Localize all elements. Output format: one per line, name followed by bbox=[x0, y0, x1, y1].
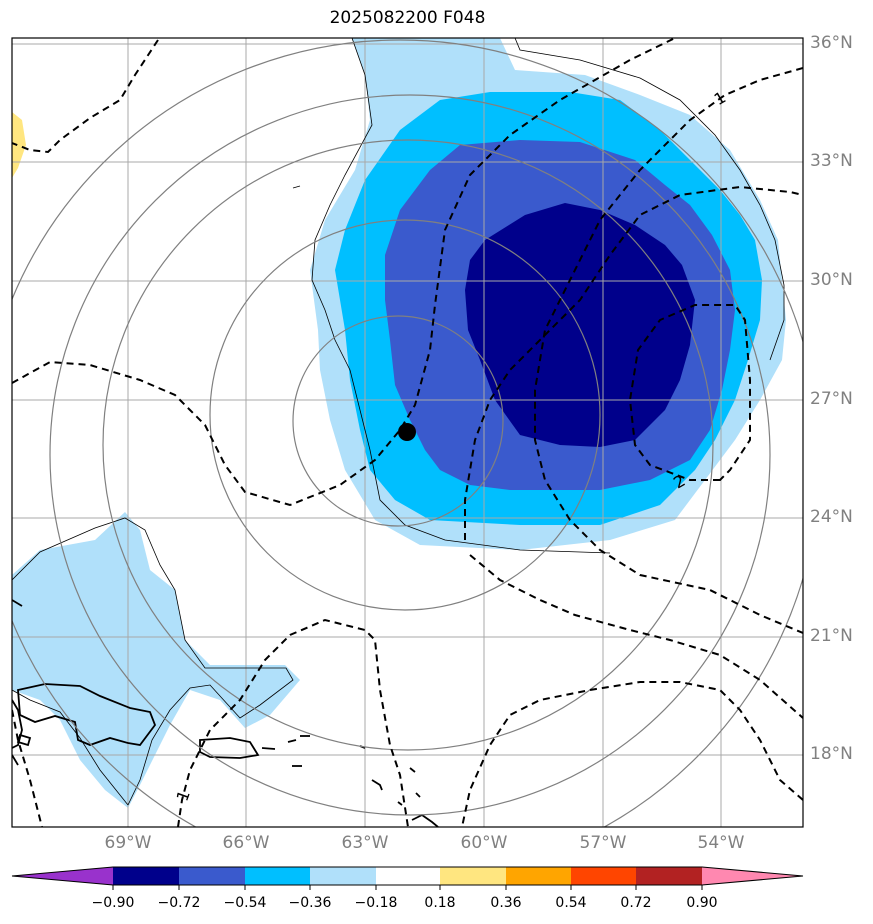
plot-frame bbox=[11, 37, 804, 828]
lon-label-60w: 60°W bbox=[460, 833, 508, 853]
colorbar-segment bbox=[571, 867, 636, 885]
colorbar-tick-label: −0.72 bbox=[157, 895, 201, 911]
lat-label-18n: 18°N bbox=[810, 744, 853, 764]
lat-label-30n: 30°N bbox=[810, 270, 853, 290]
colorbar-extend-low bbox=[12, 867, 113, 885]
yellow-anomaly-region bbox=[12, 112, 26, 178]
lat-label-33n: 33°N bbox=[810, 151, 853, 171]
lat-label-36n: 36°N bbox=[810, 33, 853, 53]
colorbar-segment bbox=[113, 867, 179, 885]
colorbar-segment bbox=[636, 867, 702, 885]
lon-label-63w: 63°W bbox=[341, 833, 389, 853]
dashed-contours bbox=[12, 38, 803, 827]
colorbar-segment bbox=[179, 867, 245, 885]
colorbar-tick-label: −0.36 bbox=[288, 895, 332, 911]
colorbar-segment bbox=[440, 867, 506, 885]
colorbar-segment bbox=[245, 867, 310, 885]
lat-label-24n: 24°N bbox=[810, 507, 853, 527]
colorbar-tick-label: −0.54 bbox=[223, 895, 267, 911]
lon-label-66w: 66°W bbox=[222, 833, 270, 853]
contour-label-lower: 1 bbox=[173, 788, 194, 804]
colorbar-tick-label: −0.18 bbox=[354, 895, 398, 911]
light-blue-anomaly-region-south bbox=[12, 512, 300, 808]
gridlines bbox=[12, 38, 803, 827]
colorbar-segment bbox=[506, 867, 571, 885]
colorbar-tick-label: 0.18 bbox=[424, 895, 456, 911]
storm-center-marker bbox=[398, 423, 416, 441]
colorbar-tick-label: 0.54 bbox=[555, 895, 587, 911]
colorbar-tick-label: 0.72 bbox=[620, 895, 652, 911]
map-title: 2025082200 F048 bbox=[329, 8, 486, 28]
pressure-rings bbox=[12, 39, 803, 827]
lon-label-69w: 69°W bbox=[104, 833, 152, 853]
lat-label-21n: 21°N bbox=[810, 626, 853, 646]
colorbar-tick-label: 0.36 bbox=[490, 895, 522, 911]
lat-label-27n: 27°N bbox=[810, 389, 853, 409]
colorbar-tick-label: −0.90 bbox=[91, 895, 135, 911]
colorbar bbox=[11, 866, 804, 890]
lon-label-57w: 57°W bbox=[579, 833, 627, 853]
colorbar-tick-label: 0.90 bbox=[686, 895, 718, 911]
colorbar-segment bbox=[310, 867, 376, 885]
lon-label-54w: 54°W bbox=[697, 833, 745, 853]
deep-blue-anomaly-region bbox=[465, 203, 695, 447]
colorbar-segment bbox=[376, 867, 440, 885]
colorbar-extend-high bbox=[702, 867, 803, 885]
contour-label-upper: 1 bbox=[711, 88, 729, 110]
